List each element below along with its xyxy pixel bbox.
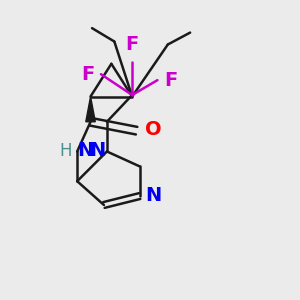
Text: N: N	[89, 141, 105, 160]
Text: H: H	[59, 142, 72, 160]
Text: N: N	[145, 186, 161, 205]
Text: N: N	[77, 141, 93, 160]
Polygon shape	[86, 97, 95, 122]
Text: F: F	[81, 65, 94, 84]
Text: F: F	[125, 35, 139, 54]
Text: F: F	[164, 71, 177, 90]
Text: O: O	[145, 120, 162, 139]
